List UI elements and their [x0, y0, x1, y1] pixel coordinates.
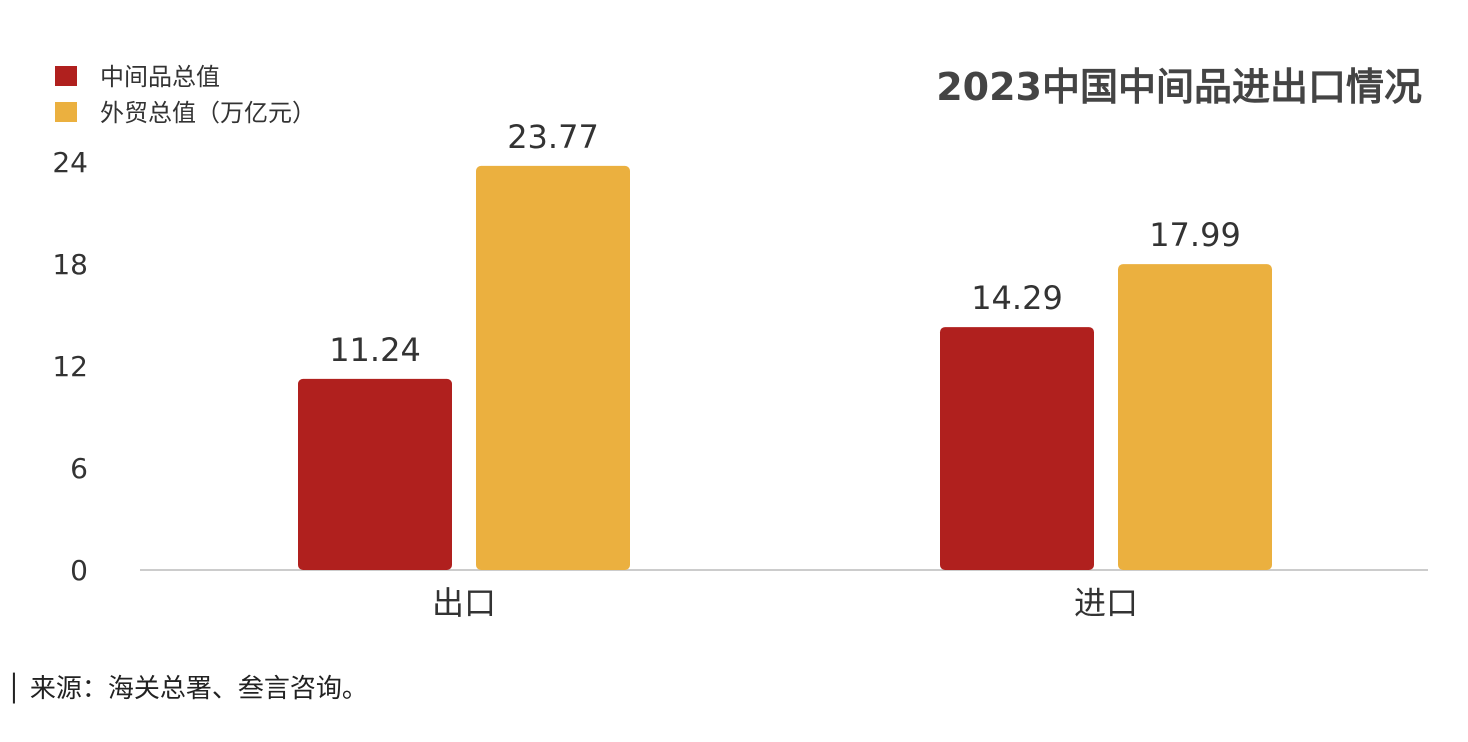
- bars: 11.24 14.29 23.77 17.99: [298, 118, 1272, 570]
- legend-label-total: 外贸总值（万亿元）: [100, 99, 316, 127]
- bar-value-label: 14.29: [971, 279, 1063, 317]
- legend-swatch-intermediate: [55, 66, 77, 86]
- bar-value-label: 11.24: [329, 331, 421, 369]
- y-tick-label: 18: [52, 248, 88, 281]
- bar-series-0-category-0: [298, 378, 452, 570]
- y-tick-label: 24: [52, 146, 88, 179]
- legend: 中间品总值 外贸总值（万亿元）: [55, 63, 316, 127]
- y-axis: 0 6 12 18 24: [52, 146, 88, 587]
- y-tick-label: 6: [70, 452, 88, 485]
- bar-series-1-category-0: [476, 165, 630, 570]
- x-axis: 出口 进口: [432, 584, 1138, 622]
- x-tick-label: 进口: [1074, 584, 1138, 622]
- chart-title: 2023中国中间品进出口情况: [936, 65, 1422, 109]
- legend-label-intermediate: 中间品总值: [100, 63, 220, 91]
- bar-series-1-category-1: [1118, 264, 1272, 570]
- source-note: │ 来源：海关总署、叁言咨询。: [6, 674, 368, 704]
- bar-value-label: 23.77: [507, 118, 599, 156]
- bar-value-label: 17.99: [1149, 216, 1241, 254]
- legend-swatch-total: [55, 102, 77, 122]
- x-tick-label: 出口: [432, 584, 496, 622]
- y-tick-label: 12: [52, 350, 88, 383]
- chart: 2023中国中间品进出口情况 中间品总值 外贸总值（万亿元） 06121824 …: [52, 63, 1428, 622]
- bar-series-0-category-1: [940, 327, 1094, 570]
- y-tick-label: 0: [70, 554, 88, 587]
